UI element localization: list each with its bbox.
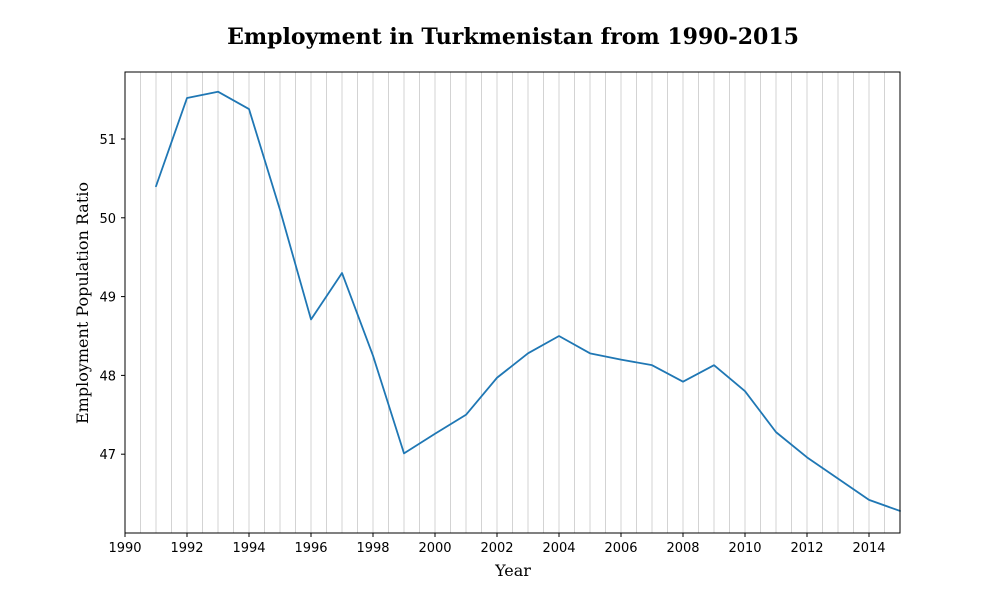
gridlines <box>124 72 901 533</box>
x-tick-label: 2002 <box>480 541 513 556</box>
x-axis-ticks: 1990 1992 1994 1996 1998 2000 2002 2004 2006 2008… <box>108 533 886 556</box>
y-axis-label: Employment Population Ratio <box>73 182 92 424</box>
x-tick-label: 2004 <box>542 541 575 556</box>
x-axis-label: Year <box>494 561 531 580</box>
x-tick-label: 1990 <box>108 541 141 556</box>
y-tick-label: 48 <box>99 369 116 384</box>
x-tick-label: 1994 <box>232 541 265 556</box>
series-layer <box>155 90 901 512</box>
x-tick-label: 2010 <box>728 541 761 556</box>
x-tick-label: 2012 <box>790 541 823 556</box>
x-tick-label: 2006 <box>604 541 637 556</box>
chart-title: Employment in Turkmenistan from 1990-201… <box>227 24 799 50</box>
x-tick-label: 1998 <box>356 541 389 556</box>
x-tick-label: 1992 <box>170 541 203 556</box>
x-tick-label: 2000 <box>418 541 451 556</box>
x-tick-label: 2008 <box>666 541 699 556</box>
y-tick-label: 47 <box>99 448 116 463</box>
series-line-0 <box>155 90 901 512</box>
y-tick-label: 51 <box>99 133 116 148</box>
plot-frame <box>124 71 901 534</box>
y-axis-ticks: 47 48 49 50 51 <box>99 133 125 463</box>
x-tick-label: 2014 <box>852 541 885 556</box>
y-tick-label: 50 <box>99 212 116 227</box>
y-tick-label: 49 <box>99 291 116 306</box>
x-tick-label: 1996 <box>294 541 327 556</box>
